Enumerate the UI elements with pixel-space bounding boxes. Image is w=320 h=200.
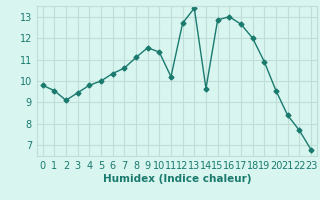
X-axis label: Humidex (Indice chaleur): Humidex (Indice chaleur) (102, 174, 251, 184)
